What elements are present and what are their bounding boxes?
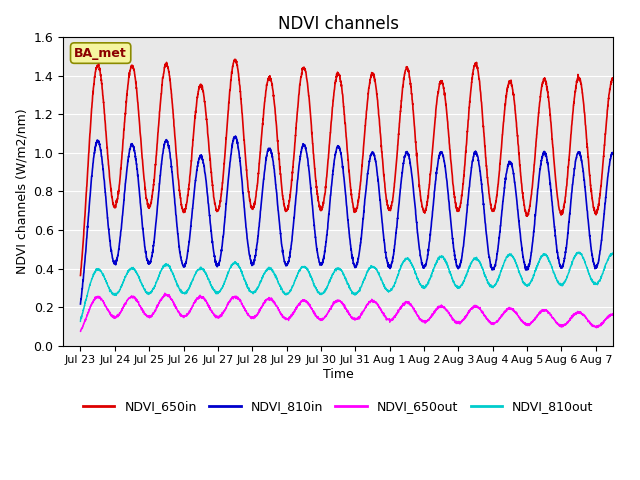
NDVI_810in	[426, 236, 434, 242]
Line: NDVI_810out: NDVI_810out	[81, 252, 630, 322]
NDVI_650out	[543, 308, 550, 313]
NDVI_810in	[474, 158, 482, 164]
NDVI_650in	[627, 276, 634, 282]
Y-axis label: NDVI channels (W/m2/nm): NDVI channels (W/m2/nm)	[15, 108, 28, 274]
NDVI_650in	[77, 273, 84, 278]
X-axis label: Time: Time	[323, 368, 353, 381]
NDVI_650out	[620, 324, 628, 330]
NDVI_810in	[543, 154, 550, 159]
NDVI_650in	[509, 92, 517, 98]
NDVI_810out	[542, 252, 550, 257]
NDVI_650in	[426, 177, 434, 183]
NDVI_810in	[189, 201, 197, 207]
NDVI_810in	[232, 133, 239, 139]
Line: NDVI_650in: NDVI_650in	[81, 60, 630, 279]
NDVI_650out	[627, 334, 634, 339]
NDVI_650out	[189, 302, 197, 308]
NDVI_650out	[161, 290, 169, 296]
NDVI_810out	[189, 277, 197, 283]
NDVI_810out	[574, 249, 582, 255]
Title: NDVI channels: NDVI channels	[278, 15, 399, 33]
Legend: NDVI_650in, NDVI_810in, NDVI_650out, NDVI_810out: NDVI_650in, NDVI_810in, NDVI_650out, NDV…	[78, 395, 598, 418]
NDVI_650in	[474, 70, 482, 75]
NDVI_650in	[543, 80, 550, 86]
NDVI_810in	[77, 301, 84, 307]
NDVI_810in	[627, 305, 634, 311]
NDVI_810out	[474, 258, 482, 264]
NDVI_810out	[509, 255, 517, 261]
NDVI_810in	[620, 243, 628, 249]
Line: NDVI_650out: NDVI_650out	[81, 293, 630, 336]
NDVI_650in	[189, 137, 197, 143]
NDVI_810out	[627, 311, 634, 317]
NDVI_810out	[620, 285, 628, 291]
NDVI_810in	[509, 171, 517, 177]
Line: NDVI_810in: NDVI_810in	[81, 136, 630, 308]
NDVI_650out	[474, 304, 482, 310]
Text: BA_met: BA_met	[74, 47, 127, 60]
NDVI_650out	[77, 328, 84, 334]
NDVI_810out	[77, 319, 84, 324]
NDVI_650in	[620, 196, 628, 202]
NDVI_810out	[426, 276, 433, 281]
NDVI_650out	[509, 307, 517, 312]
NDVI_650in	[231, 57, 239, 62]
NDVI_650out	[426, 315, 434, 321]
